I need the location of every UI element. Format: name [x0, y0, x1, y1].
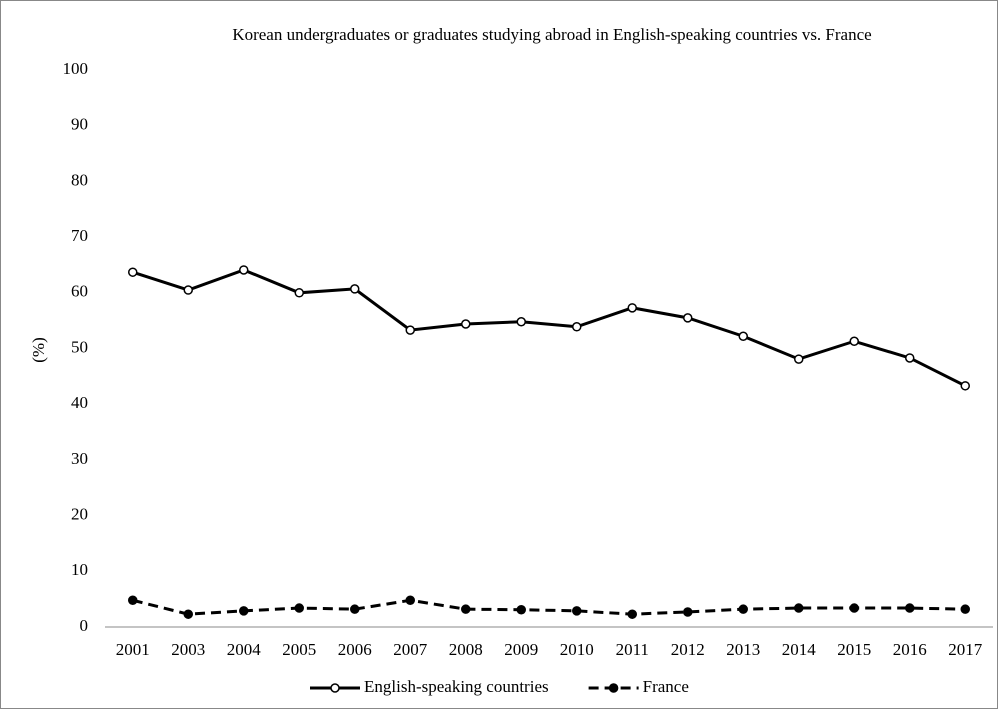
data-point	[960, 381, 970, 391]
y-axis-label: (%)	[29, 337, 48, 362]
x-tick-label: 2017	[948, 640, 983, 659]
x-tick-label: 2012	[671, 640, 705, 659]
data-point	[183, 609, 193, 619]
data-point	[183, 285, 193, 295]
y-tick-label: 100	[63, 59, 89, 78]
data-point	[128, 595, 138, 606]
legend-marker	[608, 683, 619, 693]
data-point	[350, 604, 360, 614]
x-tick-label: 2008	[449, 640, 483, 659]
data-point	[738, 331, 748, 341]
data-point	[405, 595, 415, 606]
data-point	[960, 604, 970, 614]
data-point	[516, 317, 526, 327]
x-tick-label: 2011	[616, 640, 649, 659]
data-point	[572, 606, 582, 616]
x-tick-label: 2010	[560, 640, 594, 659]
data-point	[683, 607, 693, 617]
y-tick-label: 80	[71, 170, 88, 189]
x-tick-label: 2015	[837, 640, 871, 659]
data-point	[627, 609, 637, 619]
x-tick-label: 2004	[227, 640, 262, 659]
data-point	[405, 325, 415, 335]
data-point	[794, 603, 804, 613]
data-point	[849, 603, 859, 613]
x-tick-label: 2005	[282, 640, 316, 659]
x-tick-label: 2007	[393, 640, 428, 659]
data-point	[627, 303, 637, 313]
y-tick-label: 30	[71, 449, 88, 468]
y-tick-label: 70	[71, 226, 88, 245]
y-tick-label: 60	[71, 282, 88, 301]
y-tick-label: 10	[71, 560, 88, 579]
data-point	[794, 354, 804, 364]
data-point	[849, 336, 859, 347]
y-tick-label: 20	[71, 505, 88, 524]
y-tick-label: 0	[80, 616, 89, 635]
series-line	[132, 598, 966, 616]
data-point	[128, 267, 138, 277]
x-tick-label: 2016	[893, 640, 927, 659]
x-tick-label: 2014	[782, 640, 817, 659]
data-point	[905, 353, 915, 363]
data-point	[683, 313, 693, 323]
chart-title: Korean undergraduates or graduates study…	[232, 25, 871, 44]
legend-marker	[330, 683, 340, 693]
data-point	[738, 604, 748, 614]
x-tick-label: 2006	[338, 640, 372, 659]
y-tick-label: 40	[71, 393, 88, 412]
y-tick-label: 90	[71, 115, 88, 134]
x-tick-label: 2001	[116, 640, 150, 659]
data-point	[572, 322, 582, 332]
x-tick-label: 2009	[504, 640, 538, 659]
data-point	[905, 603, 915, 613]
x-tick-label: 2013	[726, 640, 760, 659]
data-point	[461, 319, 471, 329]
data-point	[516, 604, 526, 615]
series-line	[132, 268, 966, 388]
x-tick-label: 2003	[171, 640, 205, 659]
data-point	[294, 288, 304, 298]
data-point	[239, 606, 249, 616]
legend-label: English-speaking countries	[364, 677, 549, 696]
data-point	[294, 603, 304, 613]
legend-label: France	[643, 677, 689, 696]
data-point	[239, 265, 249, 275]
data-point	[350, 284, 360, 294]
y-tick-label: 50	[71, 337, 88, 356]
data-point	[461, 604, 471, 614]
